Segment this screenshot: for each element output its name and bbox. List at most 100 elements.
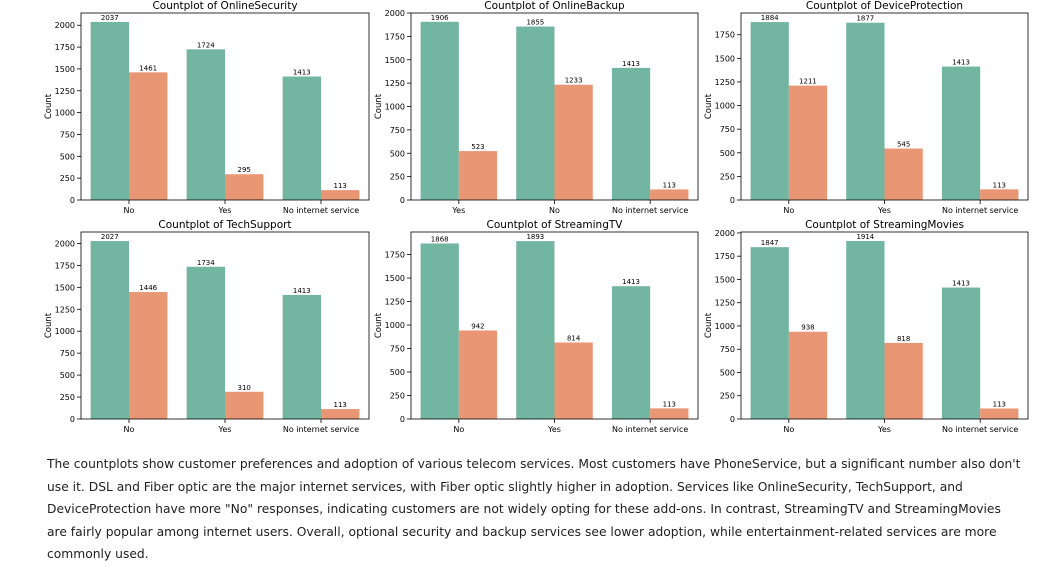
axes-frame xyxy=(410,12,699,201)
x-tick-label: No internet service xyxy=(942,425,1018,434)
y-tick-label: 250 xyxy=(390,173,405,182)
bar-value-label: 2037 xyxy=(101,14,119,22)
bar-value-label: 1413 xyxy=(293,287,311,295)
bar-value-label: 1413 xyxy=(952,280,970,288)
bar-value-label: 818 xyxy=(897,335,910,343)
chart-title: Countplot of TechSupport xyxy=(158,219,291,231)
y-tick-label: 1500 xyxy=(55,283,75,292)
bar xyxy=(225,391,264,419)
y-tick-label: 750 xyxy=(720,125,735,134)
bar-value-label: 113 xyxy=(334,182,347,190)
bar xyxy=(750,22,789,200)
y-tick-label: 750 xyxy=(60,349,75,358)
y-tick-label: 1000 xyxy=(715,322,735,331)
bar-value-label: 1855 xyxy=(526,19,544,27)
bar xyxy=(941,66,981,200)
bar-value-label: 1877 xyxy=(856,15,874,23)
y-axis-label: Count xyxy=(704,312,714,338)
bar-value-label: 1734 xyxy=(197,259,215,267)
x-tick-label: No internet service xyxy=(612,206,688,215)
y-tick-label: 750 xyxy=(390,126,405,135)
bar-value-label: 1884 xyxy=(761,14,779,22)
bar xyxy=(186,266,225,419)
bar-value-label: 1446 xyxy=(139,284,157,292)
x-tick-label: No internet service xyxy=(283,425,359,434)
countplot-5: Countplot of StreamingMovies Count 0 250 500… xyxy=(704,219,1029,434)
bar xyxy=(90,241,129,419)
bar-value-label: 938 xyxy=(801,324,814,332)
bar xyxy=(846,22,885,200)
y-tick-label: 1250 xyxy=(385,298,405,307)
y-axis-label: Count xyxy=(704,93,714,119)
bar-value-label: 1413 xyxy=(622,60,640,68)
bar xyxy=(884,342,923,419)
bar xyxy=(321,190,360,200)
countplot-1: Countplot of OnlineBackup Count 0 250 500 750… xyxy=(374,0,699,215)
y-tick-label: 1250 xyxy=(715,299,735,308)
countplot-grid: Countplot of OnlineSecurity Count 0 250 500 7… xyxy=(44,0,1029,434)
axes-frame xyxy=(740,231,1029,420)
bar-value-label: 113 xyxy=(334,401,347,409)
y-tick-label: 250 xyxy=(720,172,735,181)
y-tick-label: 1500 xyxy=(385,274,405,283)
x-tick-label: No internet service xyxy=(612,425,688,434)
y-tick-label: 1750 xyxy=(55,261,75,270)
y-tick-label: 1000 xyxy=(385,321,405,330)
bar-value-label: 113 xyxy=(663,400,676,408)
bar xyxy=(225,174,264,200)
axes-frame xyxy=(740,12,1029,201)
bar xyxy=(554,342,593,419)
x-tick-label: No xyxy=(549,206,560,215)
chart-title: Countplot of StreamingTV xyxy=(487,219,624,231)
bar-value-label: 1868 xyxy=(431,235,449,243)
y-tick-label: 500 xyxy=(390,368,405,377)
y-axis-label: Count xyxy=(374,93,384,119)
bar xyxy=(129,292,168,419)
bar-value-label: 814 xyxy=(567,335,581,343)
bar-value-label: 295 xyxy=(238,166,251,174)
bar-value-label: 113 xyxy=(993,181,1006,189)
y-tick-label: 1750 xyxy=(55,43,75,52)
countplot-0: Countplot of OnlineSecurity Count 0 250 500 7… xyxy=(44,0,370,215)
y-tick-label: 750 xyxy=(390,345,405,354)
chart-title: Countplot of OnlineBackup xyxy=(484,0,625,12)
y-tick-label: 1250 xyxy=(715,78,735,87)
bar-value-label: 1233 xyxy=(565,77,583,85)
bar xyxy=(420,243,459,419)
bar-value-label: 1211 xyxy=(799,78,817,86)
y-tick-label: 1500 xyxy=(715,275,735,284)
bar xyxy=(516,241,555,419)
y-tick-label: 1500 xyxy=(715,54,735,63)
countplot-3: Countplot of TechSupport Count 0 250 500 750 1… xyxy=(44,219,370,434)
y-tick-label: 250 xyxy=(60,393,75,402)
y-tick-label: 1250 xyxy=(385,79,405,88)
x-tick-label: No internet service xyxy=(283,206,359,215)
bar-value-label: 1893 xyxy=(526,233,544,241)
x-tick-label: Yes xyxy=(877,425,891,434)
bar xyxy=(321,409,360,419)
y-tick-label: 0 xyxy=(730,415,735,424)
y-axis-label: Count xyxy=(44,312,54,338)
x-tick-label: Yes xyxy=(451,206,465,215)
bar xyxy=(129,72,168,200)
bar xyxy=(750,247,789,419)
bar-value-label: 545 xyxy=(897,141,910,149)
y-tick-label: 1750 xyxy=(385,32,405,41)
bar xyxy=(650,408,689,419)
bar xyxy=(516,26,555,201)
bar-value-label: 1413 xyxy=(293,69,311,77)
y-tick-label: 2000 xyxy=(385,9,405,18)
y-tick-label: 750 xyxy=(60,130,75,139)
y-tick-label: 1000 xyxy=(55,109,75,118)
bar xyxy=(90,22,129,200)
y-tick-label: 0 xyxy=(400,196,405,205)
bar xyxy=(420,21,459,200)
bar-value-label: 113 xyxy=(663,181,676,189)
bar-value-label: 310 xyxy=(238,384,251,392)
y-tick-label: 2000 xyxy=(55,21,75,30)
bar xyxy=(282,76,321,200)
bar-value-label: 113 xyxy=(993,400,1006,408)
y-tick-label: 2000 xyxy=(55,239,75,248)
bar xyxy=(458,151,498,200)
axes-frame xyxy=(80,231,370,420)
